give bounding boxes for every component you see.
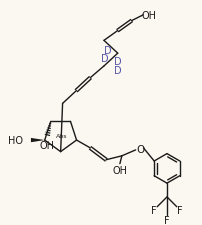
Text: OH: OH [141,11,156,21]
Text: O: O [136,144,144,154]
Text: D: D [113,57,121,67]
Text: OH: OH [112,165,127,175]
Polygon shape [31,138,44,143]
Text: Abs: Abs [56,134,67,139]
Text: OH: OH [39,140,54,150]
Text: F: F [176,205,182,215]
Text: D: D [101,54,108,64]
Text: HO: HO [8,135,23,145]
Text: F: F [163,215,169,225]
Text: F: F [151,205,156,215]
Text: D: D [104,46,111,56]
Text: D: D [113,66,121,76]
